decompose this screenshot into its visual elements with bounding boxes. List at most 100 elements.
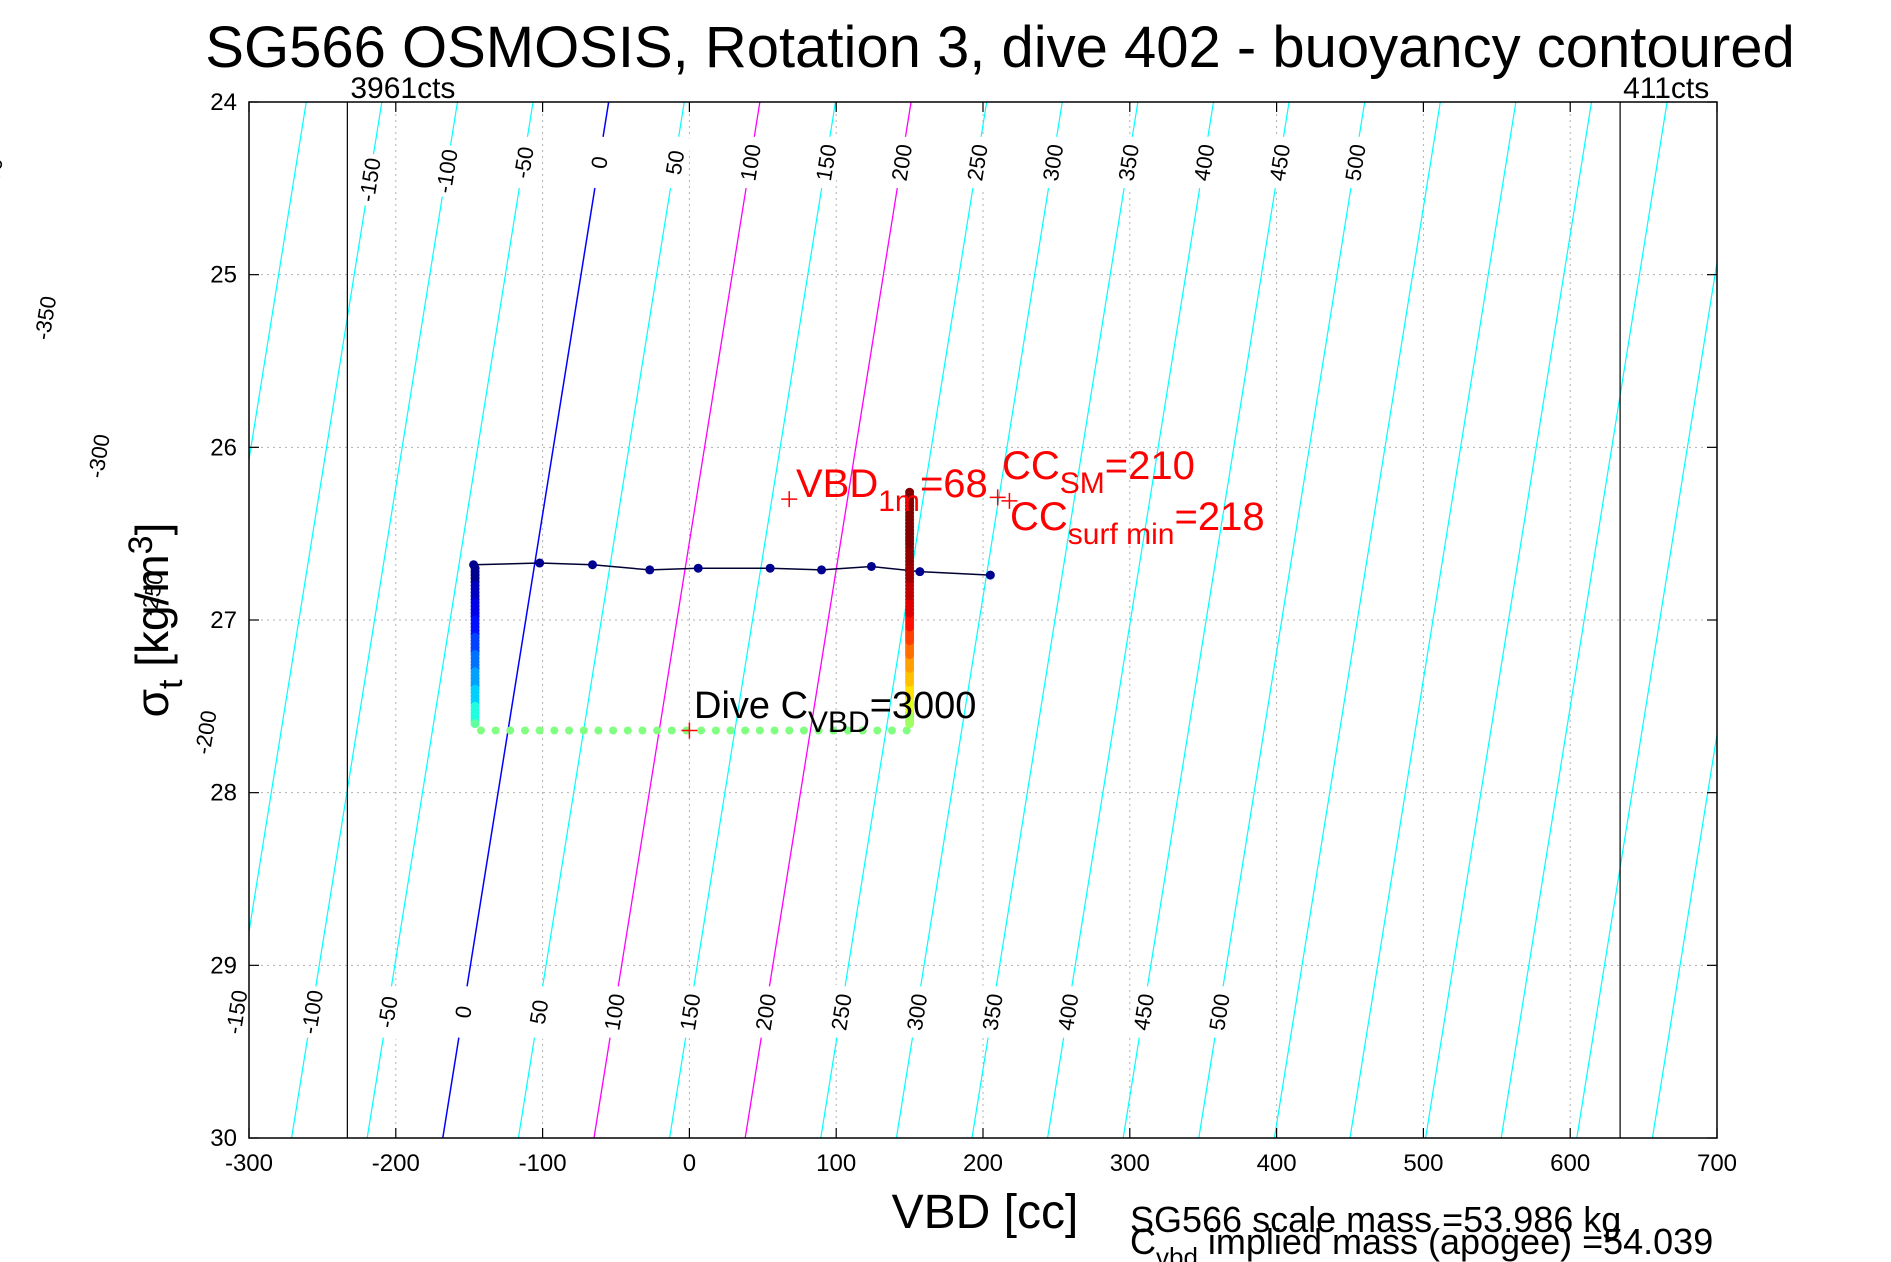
contour-line [366, 102, 534, 1138]
scale-mass-text: SG566 scale mass =53.986 kg [1130, 1199, 1621, 1240]
contour-label-group: 500 [1202, 984, 1236, 1040]
descent-point [817, 565, 827, 575]
contour-line [744, 102, 912, 1138]
reference-marker [1001, 492, 1018, 509]
contour-line [1198, 102, 1366, 1138]
contour-line [0, 102, 79, 1138]
implied-mass-text: Cvbd implied mass (apogee) =54.039 [1130, 1221, 1713, 1262]
data-points [469, 487, 995, 735]
y-tick-label: 27 [210, 607, 237, 634]
x-tick-label: -300 [225, 1150, 273, 1177]
bottom-row-point [697, 726, 706, 735]
contour-label: 150 [675, 992, 705, 1032]
contour-label-bg [1262, 134, 1297, 191]
contour-label-group: 300 [1035, 134, 1070, 191]
contour-label-bg [429, 143, 464, 199]
contour-line [1879, 102, 1891, 1138]
axis-ticks: -300 -200 -100 0 100 200 300 400 500 600 700242526… [210, 89, 1737, 1177]
x-tick-label: 100 [816, 1150, 856, 1177]
contour-label-group: -400 [0, 151, 9, 208]
x-tick-label: 700 [1697, 1150, 1737, 1177]
contour-line [971, 102, 1139, 1138]
contour-label-bg [960, 134, 994, 191]
contour-label-bg [582, 134, 616, 191]
contour-label-group: 100 [597, 984, 632, 1040]
contour-label: -350 [30, 294, 62, 341]
contour-line [1046, 102, 1215, 1138]
contour-label-bg [219, 984, 254, 1040]
reference-marker [681, 722, 698, 739]
contour-label-bg [446, 984, 480, 1040]
x-axis-label: VBD [cc] [892, 1186, 1079, 1239]
contour-label-group: 100 [733, 134, 768, 191]
reference-marker [781, 491, 798, 508]
contour-line [249, 102, 307, 464]
bottom-row-point [814, 726, 823, 735]
contour-label: 0 [450, 1004, 477, 1020]
contour-label: -200 [190, 709, 222, 756]
contour-label: 500 [1204, 992, 1234, 1032]
bottom-row-point [623, 726, 632, 735]
contour-line [517, 102, 685, 1138]
bottom-row-point [726, 726, 735, 735]
buoyancy-contours [0, 102, 1891, 1138]
contour-label-bg [884, 134, 919, 191]
contour-label-group: 200 [884, 134, 919, 191]
cc-sm-annotation: CCSM=210 [1002, 444, 1195, 500]
contour-label-bg [188, 704, 223, 760]
bottom-row-point [902, 726, 911, 735]
contour-label-group: 350 [975, 984, 1010, 1040]
vbd-limit-label: 3961cts [350, 72, 455, 105]
descent-point [915, 567, 925, 577]
bottom-row-point [667, 726, 676, 735]
y-tick-label: 24 [210, 89, 237, 116]
contour-label-group: 300 [899, 984, 934, 1040]
reference-marker [989, 489, 1006, 506]
bottom-row-point [711, 726, 720, 735]
descent-path [473, 562, 991, 576]
descent-point [985, 570, 995, 580]
bottom-row-point [829, 726, 838, 735]
contour-line [1500, 102, 1668, 1138]
contour-label: 500 [1340, 142, 1370, 182]
descent-point [866, 561, 876, 571]
contour-line [290, 102, 459, 1138]
descent-point [693, 563, 703, 573]
contour-label: 300 [1038, 142, 1068, 182]
bottom-row-point [653, 726, 662, 735]
bottom-row-point [799, 726, 808, 735]
contour-label-group: -350 [27, 290, 62, 346]
contour-label: 350 [1113, 142, 1143, 182]
contour-label-group: 450 [1126, 984, 1161, 1040]
contour-labels: -400 -350 -300 -250 -200 -150 -100 -50 0 50 100 150… [0, 134, 1372, 1040]
bottom-row-point [579, 726, 588, 735]
contour-label: 100 [735, 142, 765, 182]
contour-label-group: 150 [672, 984, 707, 1040]
contour-label-bg [27, 290, 62, 346]
vbd-limit-lines: 3961cts 411cts [346, 72, 1709, 1138]
contour-label-bg [672, 984, 707, 1040]
contour-line [1728, 102, 1891, 1138]
y-tick-label: 28 [210, 780, 237, 807]
bottom-row-point [594, 726, 603, 735]
contour-label: 0 [586, 154, 613, 170]
contour-line [1349, 102, 1517, 1138]
vbd-limit-label: 411cts [1623, 72, 1709, 105]
contour-label-group: -200 [188, 704, 223, 760]
contour-label: 150 [811, 142, 841, 182]
contour-line [1122, 102, 1290, 1138]
grid-lines [249, 102, 1717, 1138]
contour-label-group: 50 [521, 984, 556, 1040]
contour-label: -400 [0, 156, 8, 203]
contour-label-bg [81, 428, 116, 484]
y-axis-label: σt [kg/m3] [122, 523, 190, 718]
contour-line [593, 102, 761, 1138]
y-tick-label: 30 [210, 1125, 237, 1152]
contour-label-bg [506, 134, 541, 191]
contour-label-group: 0 [446, 984, 480, 1040]
contour-label-group: 250 [824, 984, 858, 1040]
bottom-row-point [565, 726, 574, 735]
contour-line [249, 102, 383, 936]
contour-label: 100 [599, 992, 629, 1032]
vbd-1m-annotation: VBD1m=68 [796, 462, 988, 518]
